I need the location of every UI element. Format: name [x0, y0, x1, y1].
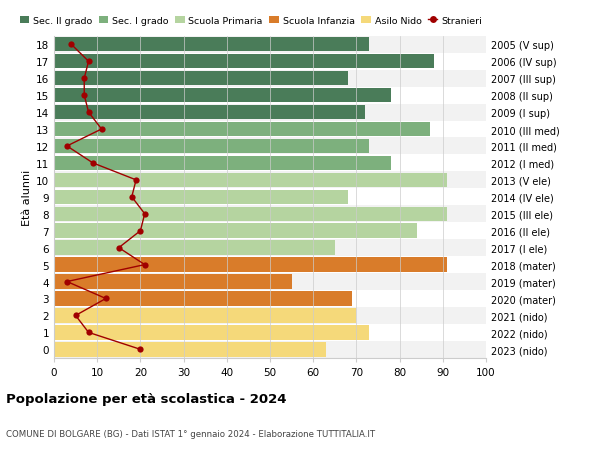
Bar — [54, 275, 292, 289]
Bar — [54, 207, 447, 221]
Bar — [54, 274, 486, 291]
Bar — [54, 308, 356, 323]
Bar — [54, 72, 348, 86]
Bar — [54, 307, 486, 324]
Bar — [54, 241, 335, 255]
Y-axis label: Età alunni: Età alunni — [22, 169, 32, 225]
Bar — [54, 342, 326, 357]
Bar — [54, 206, 486, 223]
Bar — [54, 106, 365, 120]
Text: COMUNE DI BOLGARE (BG) - Dati ISTAT 1° gennaio 2024 - Elaborazione TUTTITALIA.IT: COMUNE DI BOLGARE (BG) - Dati ISTAT 1° g… — [6, 429, 375, 438]
Bar — [54, 104, 486, 121]
Bar — [54, 121, 486, 138]
Bar — [54, 240, 486, 257]
Bar — [54, 71, 486, 88]
Bar — [54, 172, 486, 189]
Bar — [54, 140, 370, 154]
Legend: Sec. II grado, Sec. I grado, Scuola Primaria, Scuola Infanzia, Asilo Nido, Stran: Sec. II grado, Sec. I grado, Scuola Prim… — [20, 17, 482, 26]
Bar — [54, 223, 486, 240]
Bar — [54, 190, 348, 205]
Bar — [54, 55, 434, 69]
Bar — [54, 325, 370, 340]
Bar — [54, 258, 447, 272]
Bar — [54, 157, 391, 171]
Bar — [54, 54, 486, 71]
Bar — [54, 38, 370, 52]
Bar — [54, 291, 486, 307]
Bar — [54, 324, 486, 341]
Bar — [54, 89, 391, 103]
Bar — [54, 138, 486, 155]
Bar — [54, 37, 486, 54]
Bar — [54, 291, 352, 306]
Bar — [54, 88, 486, 104]
Bar — [54, 189, 486, 206]
Bar — [54, 173, 447, 188]
Bar — [54, 224, 417, 238]
Bar — [54, 123, 430, 137]
Text: Popolazione per età scolastica - 2024: Popolazione per età scolastica - 2024 — [6, 392, 287, 405]
Bar — [54, 155, 486, 172]
Bar — [54, 341, 486, 358]
Bar — [54, 257, 486, 274]
